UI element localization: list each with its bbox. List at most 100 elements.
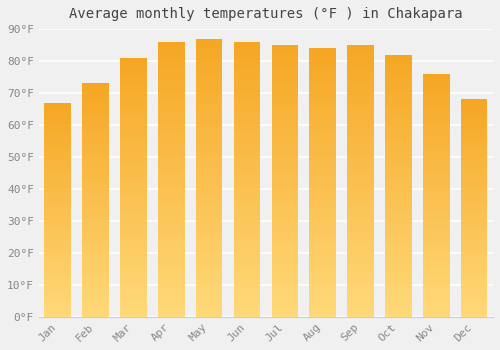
Bar [196, 145, 222, 150]
Bar [82, 149, 109, 153]
Bar [82, 254, 109, 258]
Bar [82, 142, 109, 146]
Bar [158, 124, 184, 129]
Bar [158, 83, 184, 88]
Bar [310, 93, 336, 98]
Bar [44, 199, 71, 203]
Bar [234, 124, 260, 129]
Bar [158, 271, 184, 275]
Bar [461, 288, 487, 292]
Bar [158, 303, 184, 308]
Bar [82, 138, 109, 142]
Bar [461, 190, 487, 194]
Bar [196, 155, 222, 159]
Bar [461, 197, 487, 201]
Bar [272, 253, 298, 258]
Bar [348, 72, 374, 77]
Bar [120, 218, 146, 222]
Title: Average monthly temperatures (°F ) in Chakapara: Average monthly temperatures (°F ) in Ch… [69, 7, 462, 21]
Bar [461, 103, 487, 107]
Bar [234, 65, 260, 69]
Bar [120, 278, 146, 282]
Bar [158, 175, 184, 179]
Bar [120, 222, 146, 226]
Bar [348, 90, 374, 95]
Bar [120, 192, 146, 196]
Bar [272, 149, 298, 154]
Bar [82, 103, 109, 107]
Bar [310, 138, 336, 142]
Bar [461, 186, 487, 190]
Bar [272, 308, 298, 312]
Bar [310, 102, 336, 106]
Bar [272, 54, 298, 59]
Bar [423, 78, 450, 82]
Bar [196, 312, 222, 317]
Bar [272, 217, 298, 222]
Bar [461, 281, 487, 284]
Bar [310, 116, 336, 120]
Bar [196, 52, 222, 57]
Bar [158, 207, 184, 211]
Bar [348, 63, 374, 68]
Bar [423, 94, 450, 98]
Bar [461, 132, 487, 136]
Bar [272, 63, 298, 68]
Bar [196, 233, 222, 238]
Bar [348, 108, 374, 113]
Bar [196, 257, 222, 261]
Bar [310, 312, 336, 317]
Bar [310, 169, 336, 174]
Bar [348, 213, 374, 217]
Bar [423, 276, 450, 280]
Bar [423, 159, 450, 163]
Bar [44, 281, 71, 285]
Bar [234, 239, 260, 244]
Bar [234, 166, 260, 170]
Bar [348, 294, 374, 299]
Bar [348, 167, 374, 172]
Bar [461, 248, 487, 252]
Bar [158, 179, 184, 184]
Bar [82, 305, 109, 309]
Bar [423, 248, 450, 252]
Bar [234, 42, 260, 47]
Bar [461, 313, 487, 317]
Bar [310, 299, 336, 303]
Bar [120, 265, 146, 270]
Bar [348, 50, 374, 54]
Bar [158, 133, 184, 138]
Bar [82, 313, 109, 317]
Bar [120, 144, 146, 148]
Bar [310, 151, 336, 156]
Bar [310, 290, 336, 294]
Bar [82, 278, 109, 282]
Bar [272, 204, 298, 208]
Bar [234, 308, 260, 312]
Bar [158, 56, 184, 60]
Bar [158, 88, 184, 92]
Bar [82, 208, 109, 212]
Bar [158, 216, 184, 220]
Bar [234, 248, 260, 253]
Bar [196, 57, 222, 62]
Bar [44, 192, 71, 195]
Bar [44, 238, 71, 242]
Bar [120, 261, 146, 265]
Bar [158, 225, 184, 230]
Bar [120, 92, 146, 97]
Bar [234, 312, 260, 317]
Bar [234, 102, 260, 106]
Bar [385, 264, 411, 269]
Bar [423, 86, 450, 90]
Bar [348, 140, 374, 145]
Bar [348, 258, 374, 262]
Bar [423, 175, 450, 179]
Bar [196, 127, 222, 131]
Bar [272, 45, 298, 50]
Bar [310, 272, 336, 276]
Bar [348, 163, 374, 167]
Bar [423, 139, 450, 143]
Bar [158, 248, 184, 253]
Bar [158, 230, 184, 234]
